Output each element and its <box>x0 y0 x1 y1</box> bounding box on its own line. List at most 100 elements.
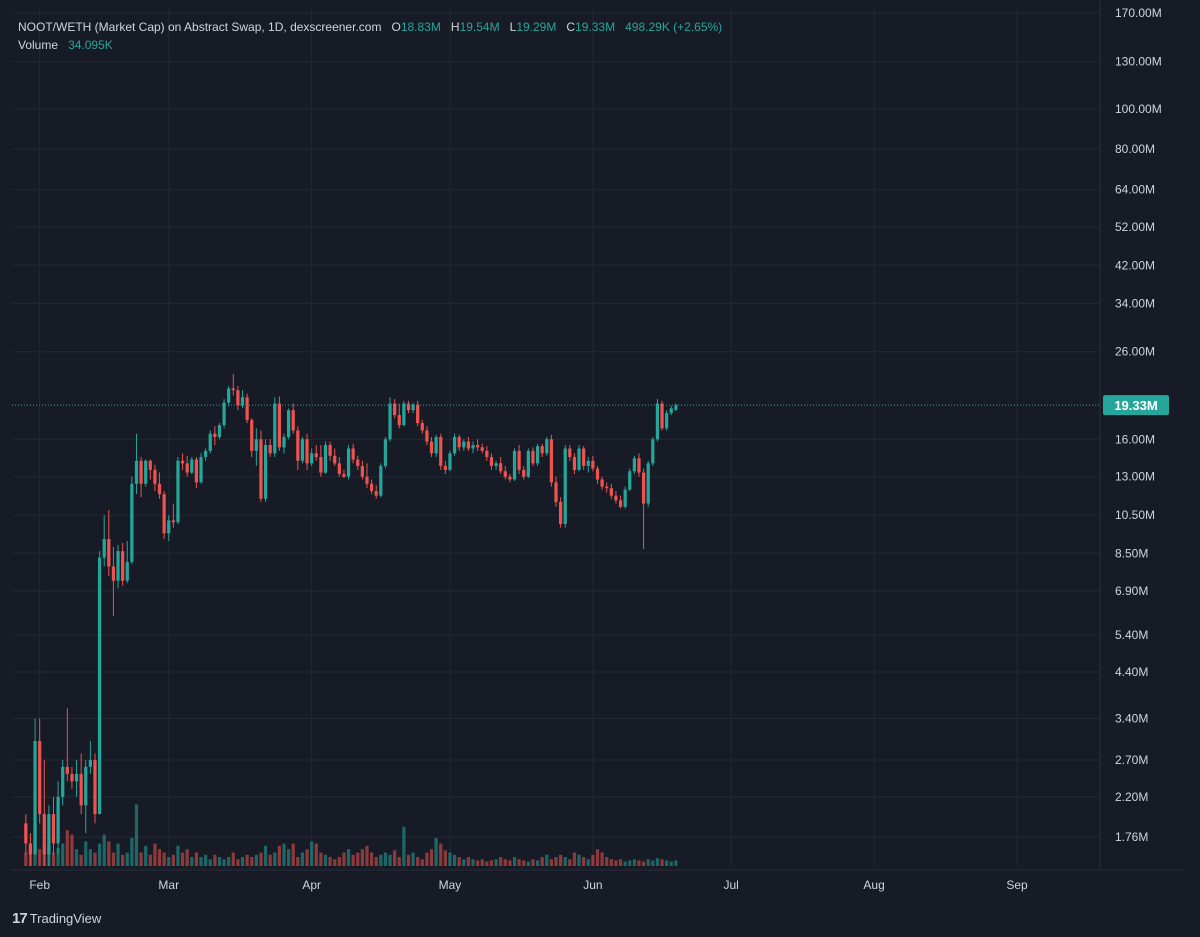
volume-bar <box>300 852 305 866</box>
candle-body <box>489 457 494 466</box>
candle-body <box>65 766 69 774</box>
volume-bar <box>121 854 125 866</box>
candle-body <box>56 796 60 844</box>
grid <box>12 0 1185 871</box>
volume-bar <box>628 860 632 866</box>
volume-bar <box>111 852 116 866</box>
y-tick-label: 170.00M <box>1115 6 1162 20</box>
candle-body <box>204 450 208 458</box>
candle-body <box>116 551 120 581</box>
volume-bar <box>600 852 604 866</box>
volume-bar <box>383 852 388 866</box>
candle-body <box>217 425 222 438</box>
y-tick-label: 80.00M <box>1115 142 1155 156</box>
candle-body <box>240 397 245 406</box>
volume-bar <box>263 845 268 866</box>
candle-body <box>457 437 461 448</box>
volume-bar <box>273 852 277 866</box>
x-tick-label: Aug <box>863 878 884 892</box>
volume-bar <box>512 857 517 866</box>
volume-bar <box>402 826 406 866</box>
time-axis[interactable]: Feb Mar Apr May Jun Jul Aug Sep <box>29 878 1028 892</box>
candle-body <box>462 441 466 448</box>
candle-body <box>346 448 351 477</box>
volume-series <box>24 804 678 866</box>
candle-body <box>171 520 175 523</box>
volume-bar <box>563 857 567 866</box>
candle-body <box>148 460 152 470</box>
candle-body <box>134 460 139 484</box>
candle-body <box>591 460 595 469</box>
candle-body <box>669 408 673 414</box>
volume-bar <box>282 843 286 866</box>
tradingview-logo[interactable]: 17 TradingView <box>12 910 101 927</box>
volume-bar <box>97 843 102 866</box>
candle-body <box>254 439 258 451</box>
candle-body <box>522 469 526 477</box>
volume-bar <box>319 852 323 866</box>
volume-bar <box>489 860 494 866</box>
candle-body <box>595 468 600 480</box>
candle-body <box>24 823 28 844</box>
volume-bar <box>623 861 627 866</box>
candle-body <box>199 457 203 483</box>
candle-body <box>227 388 231 403</box>
candle-body <box>503 471 507 477</box>
y-tick-label: 64.00M <box>1115 182 1155 196</box>
price-axis[interactable]: 170.00M 130.00M 100.00M 80.00M 64.00M 52.00M 4… <box>1115 6 1162 844</box>
volume-bar <box>517 859 521 866</box>
volume-bar <box>190 857 194 866</box>
volume-bar <box>162 852 166 866</box>
candle-body <box>499 463 503 472</box>
candle-body <box>93 760 97 815</box>
volume-bar <box>176 845 180 866</box>
candle-body <box>144 460 148 484</box>
candle-body <box>411 404 415 411</box>
symbol-title[interactable]: NOOT/WETH (Market Cap) on Abstract Swap,… <box>18 20 382 34</box>
candle-body <box>623 489 627 507</box>
candle-body <box>429 441 434 454</box>
y-tick-label: 2.20M <box>1115 790 1148 804</box>
candle-body <box>176 460 180 523</box>
y-tick-label: 5.40M <box>1115 628 1148 642</box>
candle-body <box>208 433 212 451</box>
volume-bar <box>646 859 650 866</box>
y-tick-label: 34.00M <box>1115 296 1155 310</box>
volume-bar <box>549 859 554 866</box>
candle-body <box>74 773 79 782</box>
candle-body <box>121 551 125 581</box>
low-label: L <box>509 20 517 34</box>
volume-bar <box>586 859 590 866</box>
volume-bar <box>130 838 134 866</box>
close-label: C <box>566 20 576 34</box>
volume-bar <box>393 850 397 866</box>
low-value: 19.29M <box>516 20 557 34</box>
volume-bar <box>107 841 111 866</box>
volume-bar <box>374 857 378 866</box>
candle-body <box>563 448 567 524</box>
volume-bar <box>411 852 415 866</box>
volume-bar <box>471 859 475 866</box>
candle-body <box>190 459 194 473</box>
volume-bar <box>291 843 295 866</box>
candle-body <box>231 388 235 391</box>
volume-bar <box>213 854 217 866</box>
last-price-tag-label: 19.33M <box>1114 398 1157 413</box>
y-tick-label: 130.00M <box>1115 55 1162 69</box>
y-tick-label: 10.50M <box>1115 508 1155 522</box>
volume-bar <box>665 860 669 866</box>
volume-bar <box>84 841 88 866</box>
candle-body <box>107 539 111 567</box>
candle-body <box>443 465 447 470</box>
ohlc-legend-row: NOOT/WETH (Market Cap) on Abstract Swap,… <box>18 20 722 35</box>
volume-bar <box>448 852 452 866</box>
volume-bar <box>204 854 208 866</box>
candle-body <box>434 437 438 454</box>
candle-body <box>180 460 185 464</box>
candle-body <box>139 460 143 484</box>
candle-body <box>655 403 660 440</box>
volume-bar <box>531 859 535 866</box>
candle-body <box>356 459 360 466</box>
volume-bar <box>250 857 254 866</box>
